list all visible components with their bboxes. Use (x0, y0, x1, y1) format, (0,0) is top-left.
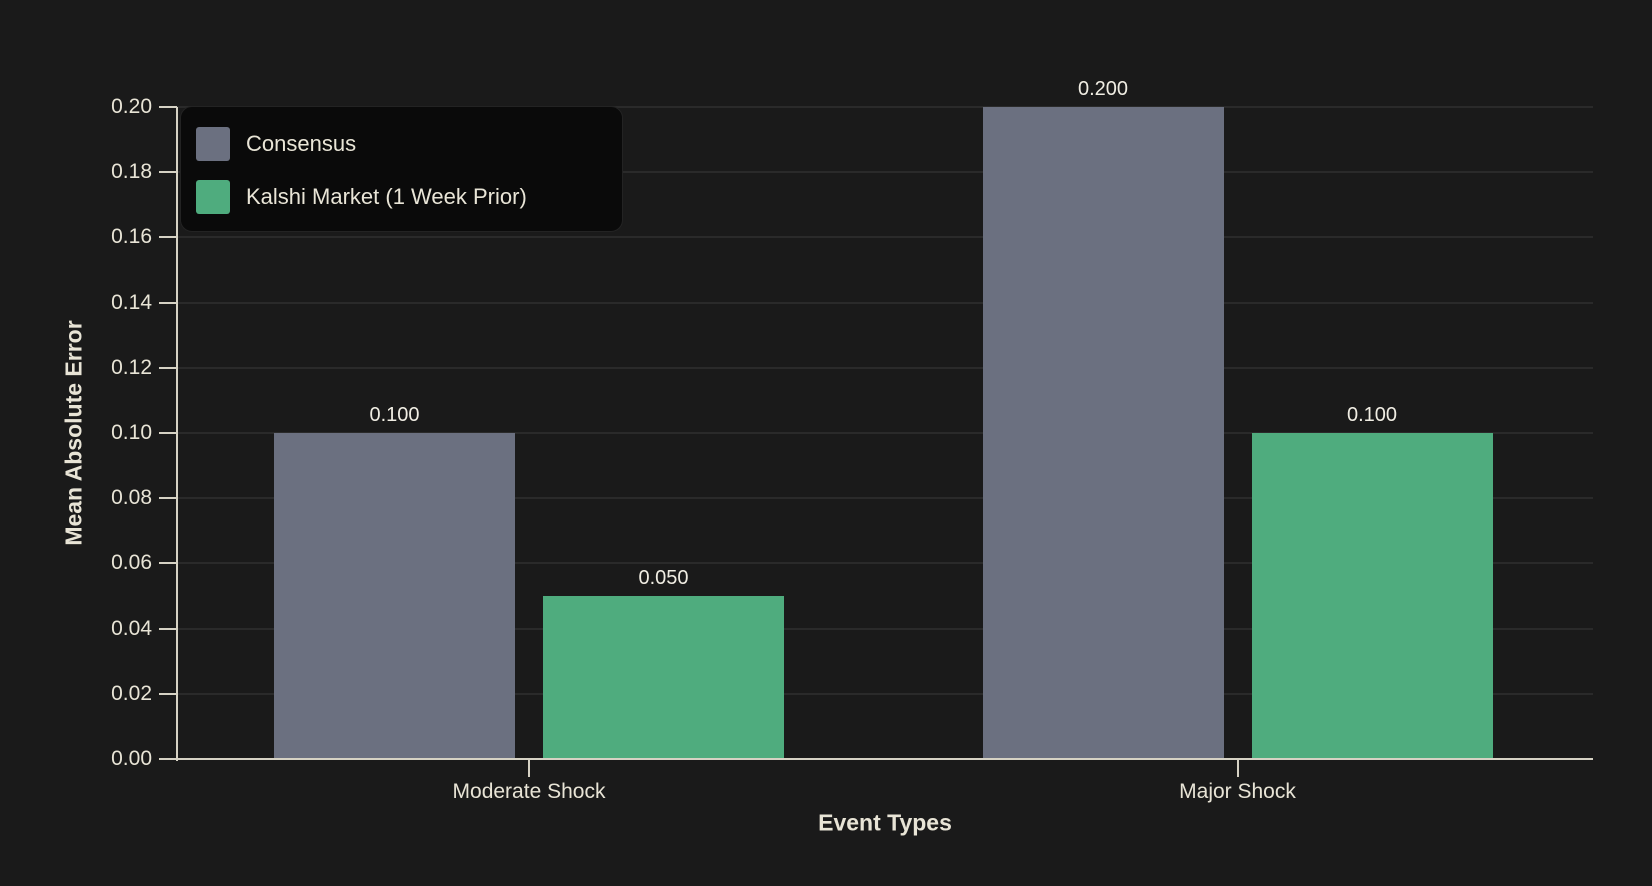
y-tick-label: 0.10 (111, 421, 152, 444)
y-gridline (177, 692, 1593, 695)
y-tick-label: 0.20 (111, 95, 152, 118)
x-tick-label: Major Shock (1179, 780, 1296, 803)
legend-swatch-consensus (196, 127, 230, 161)
y-gridline (177, 497, 1593, 500)
bar-kalshi (543, 596, 784, 759)
x-axis-spine (177, 758, 1593, 760)
y-tick-mark (159, 171, 177, 174)
bar-value-label: 0.050 (638, 567, 689, 589)
y-tick-mark (159, 692, 177, 695)
x-tick-mark (528, 759, 530, 777)
y-tick-mark (159, 627, 177, 630)
y-tick-label: 0.02 (111, 681, 152, 705)
y-tick-mark (159, 366, 177, 369)
y-tick-mark (159, 236, 177, 239)
bar-value-label: 0.100 (369, 404, 420, 426)
y-gridline (177, 301, 1593, 304)
y-axis-spine (176, 107, 178, 761)
y-gridline (177, 236, 1593, 239)
y-tick-mark (159, 497, 177, 500)
legend-item-consensus: Consensus (196, 127, 607, 161)
y-tick-label: 0.16 (111, 225, 152, 249)
bar-kalshi (1251, 433, 1493, 759)
y-gridline (177, 432, 1593, 434)
bar-consensus (274, 433, 515, 759)
y-tick-mark (159, 562, 177, 565)
x-tick-mark (1236, 759, 1239, 777)
bar-value-label: 0.100 (1346, 404, 1398, 426)
legend: Consensus Kalshi Market (1 Week Prior) (180, 106, 623, 232)
y-tick-label: 0.14 (111, 290, 152, 314)
y-tick-mark (159, 106, 177, 108)
y-tick-mark (159, 758, 177, 760)
y-gridline (177, 106, 1593, 108)
legend-swatch-kalshi (196, 180, 230, 214)
x-tick-label: Moderate Shock (452, 780, 606, 803)
y-tick-label: 0.12 (111, 355, 152, 379)
y-axis-title: Mean Absolute Error (60, 320, 87, 546)
x-axis-title: Event Types (818, 809, 952, 836)
y-tick-label: 0.18 (111, 160, 152, 184)
y-gridline (177, 562, 1593, 565)
y-gridline (177, 171, 1593, 174)
y-tick-label: 0.04 (111, 616, 152, 640)
y-tick-label: 0.00 (111, 747, 152, 770)
y-tick-mark (159, 301, 177, 304)
y-gridline (177, 366, 1593, 369)
legend-label: Kalshi Market (1 Week Prior) (246, 184, 527, 209)
y-tick-label: 0.08 (111, 486, 152, 510)
bar-consensus (982, 107, 1224, 759)
y-tick-label: 0.06 (111, 551, 152, 575)
y-tick-mark (159, 432, 177, 434)
legend-item-kalshi: Kalshi Market (1 Week Prior) (196, 180, 607, 214)
y-gridline (177, 627, 1593, 630)
legend-label: Consensus (246, 131, 357, 156)
bar-value-label: 0.200 (1077, 78, 1129, 100)
